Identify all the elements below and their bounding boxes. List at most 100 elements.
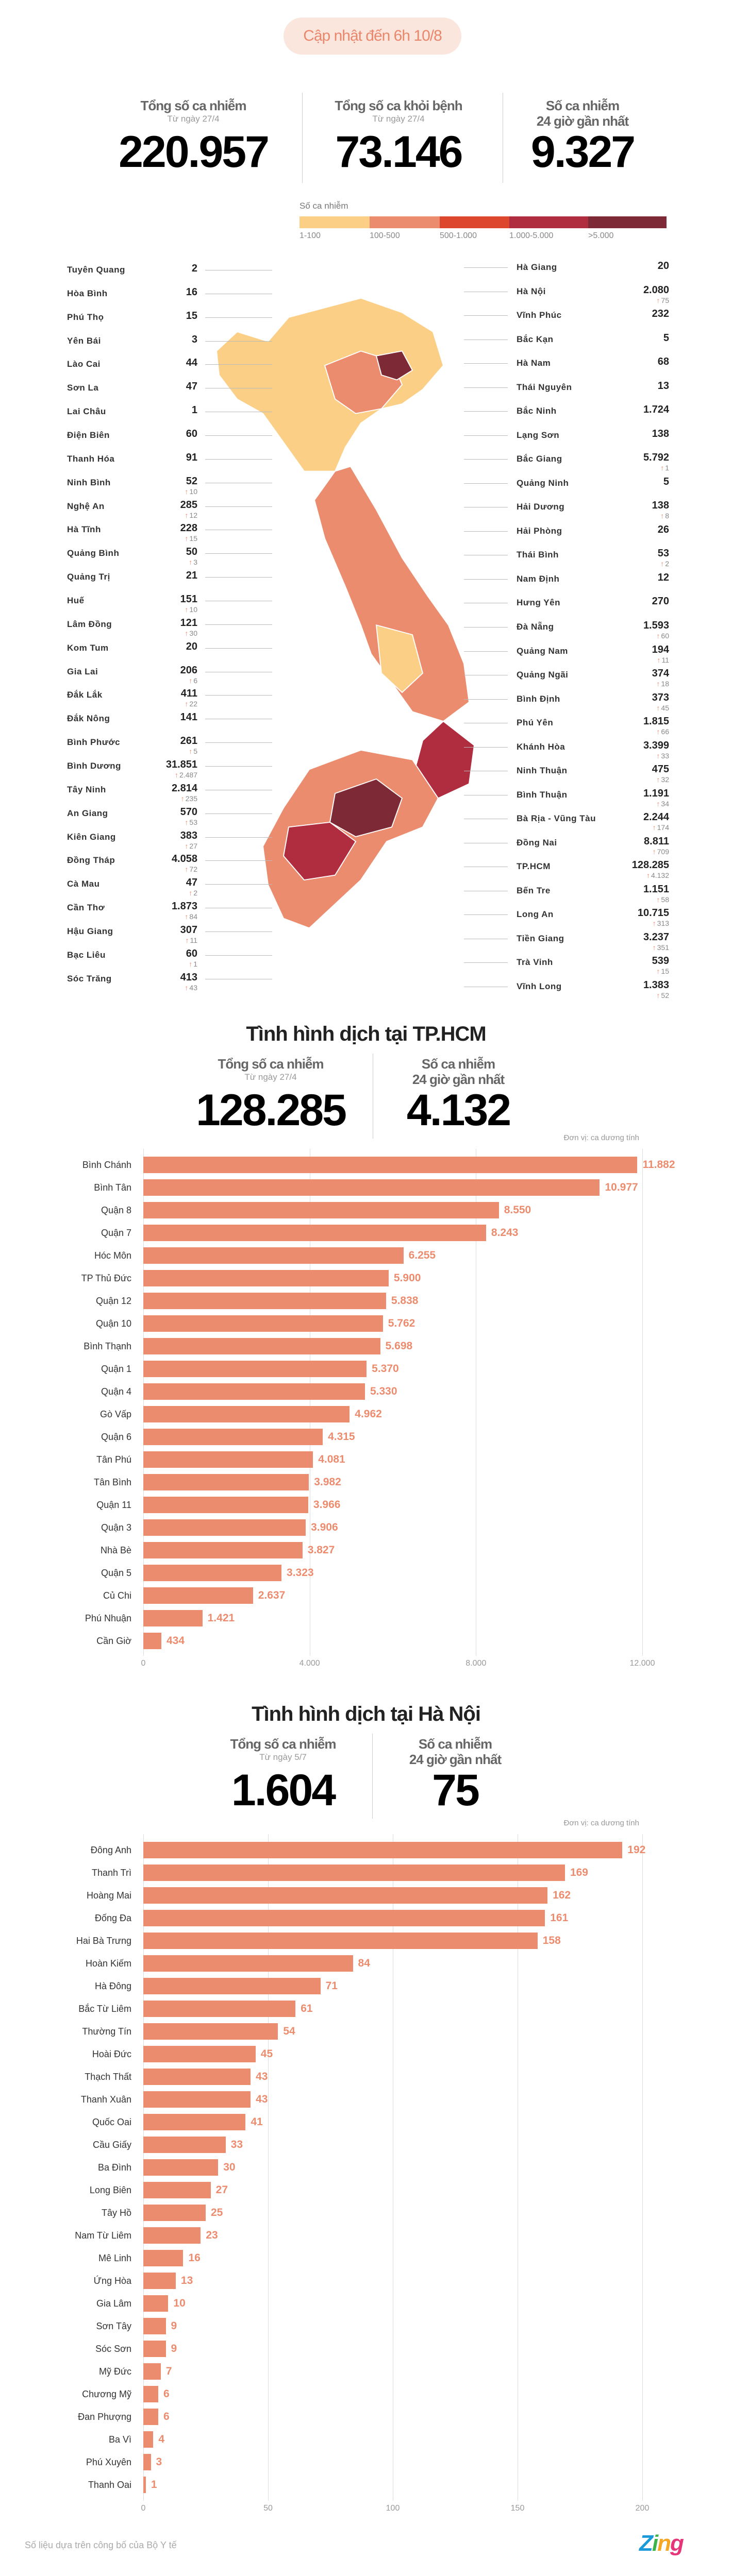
bar-value-label: 71 xyxy=(325,1980,338,1992)
hanoi-stat-total: Tổng số ca nhiễm Từ ngày 5/7 1.604 xyxy=(185,1736,381,1814)
leader-line xyxy=(464,626,508,628)
province-new-cases: ↑ 15 xyxy=(125,534,197,543)
bar-value-label: 169 xyxy=(570,1867,588,1878)
province-name: Điện Biên xyxy=(67,430,110,440)
arrow-up-icon: ↑ xyxy=(660,560,664,568)
bar xyxy=(143,1565,282,1581)
bar-value-label: 43 xyxy=(256,2071,268,2082)
province-case-count: 1.151 xyxy=(643,883,669,895)
gridline xyxy=(268,1834,269,2501)
stat-value: 4.132 xyxy=(406,1086,511,1135)
new-case-count: 27 xyxy=(189,841,197,850)
bar-value-label: 6 xyxy=(163,2411,170,2422)
province-name: Lạng Sơn xyxy=(517,430,560,440)
bar xyxy=(143,2182,211,2198)
province-new-cases: ↑ 58 xyxy=(597,895,669,904)
arrow-up-icon: ↑ xyxy=(185,912,189,921)
new-case-count: 2 xyxy=(193,889,197,897)
province-name: An Giang xyxy=(67,808,108,818)
arrow-up-icon: ↑ xyxy=(189,558,193,567)
bar xyxy=(143,1587,253,1604)
bar-category-label: Quận 5 xyxy=(101,1568,131,1578)
bar-value-label: 162 xyxy=(553,1889,571,1901)
province-new-cases: ↑ 34 xyxy=(597,800,669,808)
leader-line xyxy=(464,914,508,916)
province-row: Đà Nẵng 1.593 ↑ 60 xyxy=(464,620,680,642)
province-new-cases: ↑ 60 xyxy=(597,632,669,640)
leader-line xyxy=(205,317,272,318)
province-case-count: 2 xyxy=(191,263,197,274)
arrow-up-icon: ↑ xyxy=(185,700,189,708)
source-note: Số liệu dựa trên công bố của Bộ Y tế xyxy=(25,2540,177,2550)
leader-line xyxy=(205,648,272,649)
bar xyxy=(143,2386,159,2402)
leader-line xyxy=(464,651,508,652)
province-name: Ninh Thuận xyxy=(517,766,568,776)
bar-value-label: 3.827 xyxy=(307,1544,335,1556)
bar xyxy=(143,1361,367,1377)
province-name: Tiền Giang xyxy=(517,933,564,943)
arrow-up-icon: ↑ xyxy=(656,799,660,808)
province-case-count: 21 xyxy=(186,570,197,582)
province-row: Hải Dương 138 ↑ 8 xyxy=(464,500,680,522)
bar-category-label: Quận 8 xyxy=(101,1205,131,1215)
province-case-count: 5.792 xyxy=(643,452,669,464)
new-case-count: 313 xyxy=(657,919,669,928)
new-case-count: 2.487 xyxy=(179,771,197,779)
province-case-count: 138 xyxy=(652,500,669,512)
province-new-cases: ↑ 52 xyxy=(597,991,669,999)
bar xyxy=(143,1429,323,1445)
province-case-count: 1 xyxy=(191,404,197,416)
arrow-up-icon: ↑ xyxy=(185,983,189,992)
bar xyxy=(143,2273,176,2289)
bar-value-label: 61 xyxy=(301,2003,313,2014)
province-case-count: 261 xyxy=(180,735,197,747)
arrow-up-icon: ↑ xyxy=(189,676,193,685)
province-name: Ninh Bình xyxy=(67,477,111,487)
bar-category-label: Hà Đông xyxy=(94,1981,131,1991)
leader-line xyxy=(205,766,272,767)
bar xyxy=(143,2341,166,2357)
province-name: Kiên Giang xyxy=(67,832,116,842)
arrow-up-icon: ↑ xyxy=(656,991,660,999)
bar-value-label: 54 xyxy=(283,2025,295,2037)
chart-unit-label: Đơn vị: ca dương tính xyxy=(563,1133,639,1142)
province-row: Bến Tre 1.151 ↑ 58 xyxy=(464,884,680,906)
province-row: Quảng Ngãi 374 ↑ 18 xyxy=(464,668,680,690)
province-name: Hậu Giang xyxy=(67,926,113,937)
bar-category-label: Đan Phượng xyxy=(78,2412,131,2422)
new-case-count: 34 xyxy=(661,799,669,808)
arrow-up-icon: ↑ xyxy=(656,751,660,760)
bar-category-label: Hai Bà Trưng xyxy=(76,1936,131,1946)
arrow-up-icon: ↑ xyxy=(185,629,189,637)
legend-tick-label: 1-100 xyxy=(300,231,321,240)
legend-swatch xyxy=(300,216,370,228)
province-name: Hải Phòng xyxy=(517,526,562,536)
bar-category-label: Bình Thạnh xyxy=(84,1341,131,1351)
legend-swatch xyxy=(509,216,588,228)
bar-category-label: Quận 10 xyxy=(95,1318,131,1329)
bar-category-label: Cần Giờ xyxy=(96,1636,131,1646)
province-row: Khánh Hòa 3.399 ↑ 33 xyxy=(464,740,680,762)
province-row: Long An 10.715 ↑ 313 xyxy=(464,907,680,930)
province-name: Bình Thuận xyxy=(517,789,568,800)
leader-line xyxy=(464,579,508,580)
province-row: Nghệ An 285 ↑ 12 xyxy=(67,499,273,522)
province-row: Tuyên Quang 2 xyxy=(67,263,273,285)
arrow-up-icon: ↑ xyxy=(660,512,664,520)
leader-line xyxy=(464,531,508,532)
gridline xyxy=(642,1149,643,1656)
leader-line xyxy=(205,742,272,743)
province-name: Quảng Trị xyxy=(67,572,110,582)
stat-sublabel: 24 giờ gần nhất xyxy=(536,113,629,129)
bar-value-label: 3.982 xyxy=(314,1476,341,1488)
province-row: Phú Thọ 15 xyxy=(67,310,273,333)
stat-label: Số ca nhiễm xyxy=(545,98,620,113)
arrow-up-icon: ↑ xyxy=(656,680,660,688)
province-case-count: 10.715 xyxy=(637,907,669,919)
bar-category-label: Gò Vấp xyxy=(99,1409,131,1419)
gridline xyxy=(642,1834,643,2501)
bar xyxy=(143,2091,251,2108)
new-case-count: 84 xyxy=(189,912,197,921)
province-case-count: 228 xyxy=(180,522,197,534)
